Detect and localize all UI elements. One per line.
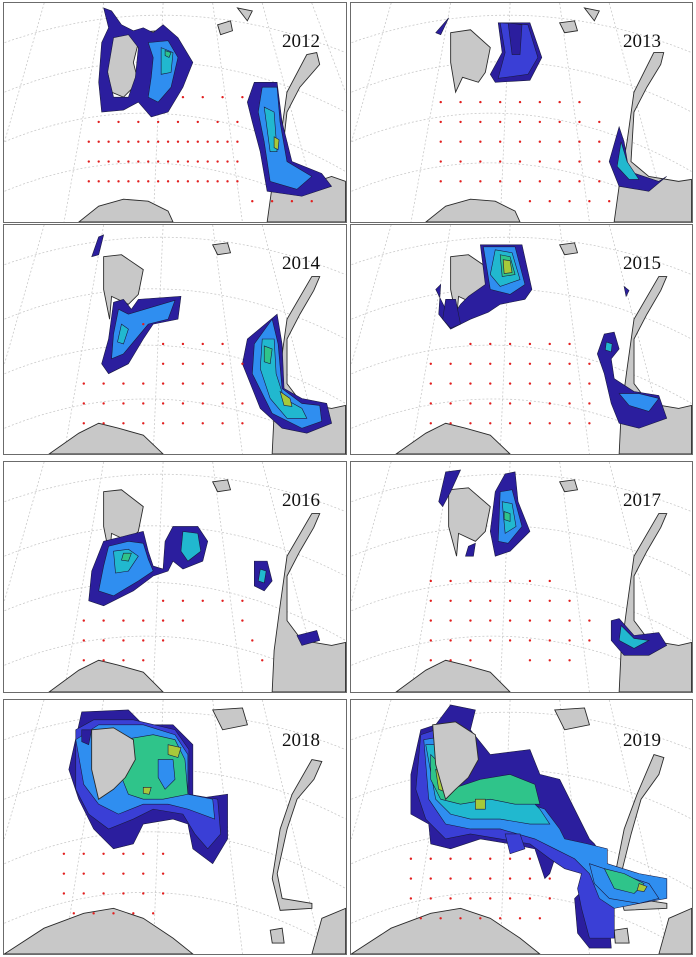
map-2013 [351, 3, 692, 222]
year-label: 2012 [282, 31, 320, 52]
station-dots [87, 95, 313, 203]
station-dots [82, 322, 244, 425]
abundance-contours [435, 17, 667, 192]
abundance-contours [98, 7, 333, 197]
map-panel-2017: 2017 [350, 461, 693, 693]
map-2018 [4, 700, 346, 954]
graticule [4, 225, 346, 454]
graticule [351, 225, 692, 454]
year-label: 2014 [282, 253, 320, 274]
map-panel-2019: 2019 [350, 699, 693, 955]
station-dots [409, 857, 551, 920]
year-label: 2013 [623, 31, 661, 52]
land-svalbard [432, 721, 479, 801]
year-label: 2018 [282, 730, 320, 751]
abundance-contours [435, 244, 668, 429]
land-svalbard [91, 727, 136, 800]
abundance-contours [438, 469, 668, 656]
year-label: 2019 [623, 730, 661, 751]
station-dots [429, 579, 591, 662]
map-panel-2012: 2012 [3, 2, 347, 223]
graticule [4, 462, 346, 692]
year-label: 2016 [282, 490, 320, 511]
map-2012 [4, 3, 346, 222]
map-panel-2018: 2018 [3, 699, 347, 955]
abundance-contours [88, 526, 321, 646]
graticule [351, 3, 692, 222]
year-label: 2015 [623, 253, 661, 274]
map-2017 [351, 462, 692, 692]
abundance-contours [91, 234, 332, 434]
station-dots [82, 599, 264, 662]
station-dots [439, 100, 611, 203]
map-panel-2016: 2016 [3, 461, 347, 693]
station-dots [429, 342, 591, 425]
land [48, 479, 346, 692]
map-2014 [4, 225, 346, 454]
map-2016 [4, 462, 346, 692]
map-panel-2014: 2014 [3, 224, 347, 455]
map-2019 [351, 700, 692, 954]
map-2015 [351, 225, 692, 454]
map-panel-2015: 2015 [350, 224, 693, 455]
year-label: 2017 [623, 490, 661, 511]
station-dots [62, 852, 165, 915]
map-panel-2013: 2013 [350, 2, 693, 223]
